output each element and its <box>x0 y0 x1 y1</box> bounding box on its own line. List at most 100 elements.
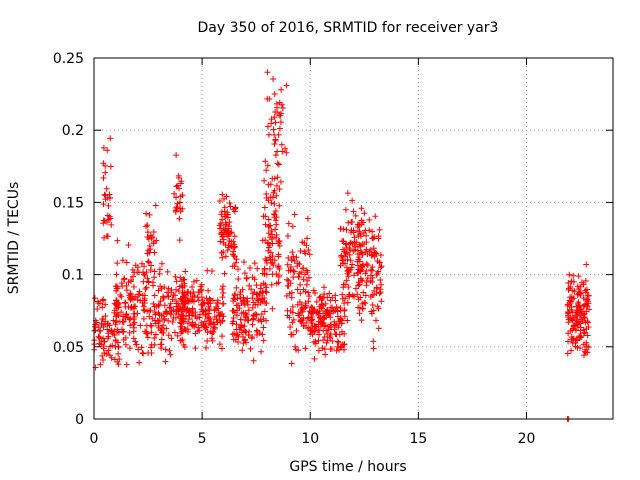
data-point <box>226 244 233 251</box>
data-point <box>242 313 249 320</box>
data-point <box>362 300 369 307</box>
data-point <box>297 248 304 255</box>
data-point <box>193 277 200 284</box>
data-point <box>186 307 193 314</box>
data-point <box>274 174 281 181</box>
data-point <box>243 329 250 336</box>
data-point <box>271 257 278 264</box>
data-point <box>176 215 183 222</box>
data-point <box>209 330 216 337</box>
data-point <box>167 304 174 311</box>
data-point <box>118 280 125 287</box>
data-point <box>576 302 583 309</box>
data-point <box>578 316 585 323</box>
data-point <box>147 307 154 314</box>
data-point <box>258 318 265 325</box>
data-point <box>262 213 269 220</box>
data-point <box>235 266 242 273</box>
data-point <box>250 299 257 306</box>
chart-title: Day 350 of 2016, SRMTID for receiver yar… <box>198 20 499 36</box>
data-point <box>362 227 369 234</box>
data-point <box>274 160 281 167</box>
data-point <box>564 309 571 316</box>
data-point <box>356 241 363 248</box>
data-point <box>125 279 132 286</box>
data-point <box>331 318 338 325</box>
data-point <box>568 278 575 285</box>
data-point <box>158 312 165 319</box>
data-point <box>583 339 590 346</box>
data-point <box>219 294 226 301</box>
data-point <box>270 194 277 201</box>
data-point <box>368 266 375 273</box>
data-point <box>105 202 112 209</box>
data-point <box>361 240 368 247</box>
data-point <box>170 314 177 321</box>
data-point <box>576 333 583 340</box>
data-point <box>118 309 125 316</box>
data-point <box>376 259 383 266</box>
data-point <box>167 300 174 307</box>
data-point <box>114 311 121 318</box>
data-point <box>100 324 107 331</box>
data-point <box>173 194 180 201</box>
data-point <box>261 204 268 211</box>
data-point <box>301 248 308 255</box>
data-point <box>583 308 590 315</box>
data-point <box>272 137 279 144</box>
data-point <box>229 331 236 338</box>
data-point <box>174 182 181 189</box>
data-point <box>158 336 165 343</box>
data-point <box>156 266 163 273</box>
data-point <box>258 348 265 355</box>
data-point <box>345 273 352 280</box>
data-point <box>214 297 221 304</box>
data-point <box>164 309 171 316</box>
data-point <box>250 357 257 364</box>
data-point <box>177 295 184 302</box>
data-point <box>293 254 300 261</box>
data-point <box>583 343 590 350</box>
data-point <box>372 250 379 257</box>
data-point <box>256 290 263 297</box>
data-point <box>127 291 134 298</box>
data-point <box>309 331 316 338</box>
data-point <box>300 286 307 293</box>
data-point <box>120 328 127 335</box>
data-point <box>161 302 168 309</box>
data-point <box>206 320 213 327</box>
data-point <box>162 358 169 365</box>
data-point <box>207 315 214 322</box>
data-point <box>177 208 184 215</box>
data-point <box>367 246 374 253</box>
data-point <box>277 178 284 185</box>
data-point <box>140 350 147 357</box>
data-point <box>254 265 261 272</box>
data-point <box>114 237 121 244</box>
data-point <box>136 359 143 366</box>
data-point <box>356 254 363 261</box>
data-point <box>341 300 348 307</box>
data-point <box>146 259 153 266</box>
data-point <box>249 304 256 311</box>
data-point <box>279 105 286 112</box>
data-point <box>327 321 334 328</box>
data-point <box>174 204 181 211</box>
data-point <box>355 266 362 273</box>
data-point <box>565 338 572 345</box>
data-point <box>311 289 318 296</box>
data-point <box>290 274 297 281</box>
data-point <box>184 326 191 333</box>
data-point <box>285 282 292 289</box>
x-tick-label: 5 <box>198 431 207 447</box>
data-point <box>182 268 189 275</box>
data-point <box>362 270 369 277</box>
data-point <box>103 351 110 358</box>
data-point <box>284 261 291 268</box>
data-point <box>308 327 315 334</box>
data-point <box>266 95 273 102</box>
data-point <box>377 264 384 271</box>
data-point <box>321 334 328 341</box>
data-point <box>184 295 191 302</box>
